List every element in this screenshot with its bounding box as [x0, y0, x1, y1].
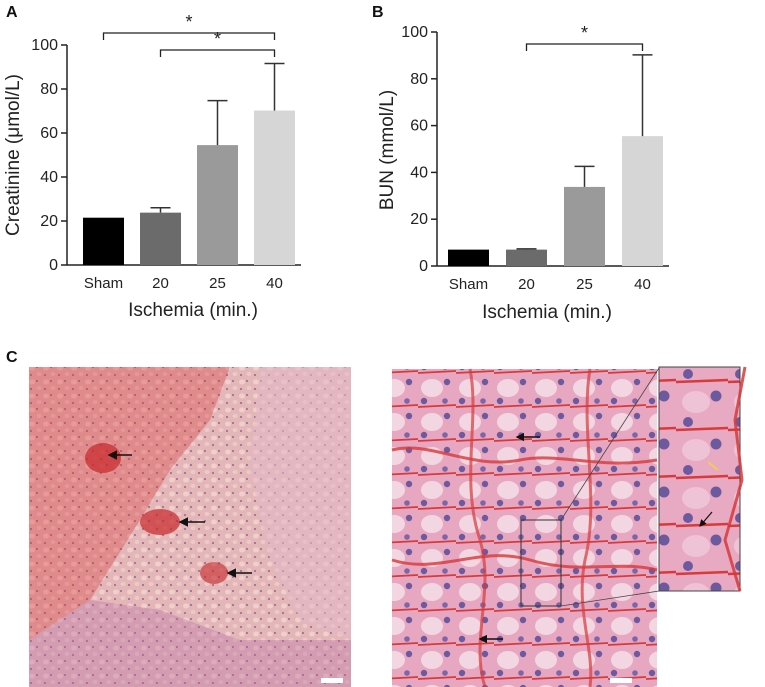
x-tick-label: Sham: [449, 276, 488, 293]
bars: [448, 54, 663, 266]
y-tick-label: 0: [49, 257, 58, 274]
micrograph-low-magnification: [29, 367, 351, 687]
significance-star: *: [185, 12, 192, 32]
y-tick-label: 20: [410, 211, 428, 228]
scale-bar: [321, 678, 343, 683]
y-tick-label: 0: [419, 258, 428, 275]
inset-region-box: [520, 519, 562, 607]
x-axis-title: Ischemia (min.): [128, 300, 258, 321]
bar: [140, 212, 181, 265]
significance-bracket: [102, 32, 276, 40]
x-tick-label: 25: [576, 276, 593, 293]
y-tick-label: 60: [40, 125, 58, 142]
histology-panel: C: [6, 349, 747, 687]
x-tick-label: 20: [152, 275, 169, 292]
arrow-icon: [699, 511, 713, 527]
bar: [564, 186, 605, 266]
y-tick-label: 80: [40, 81, 58, 98]
significance-bracket: [525, 43, 644, 51]
micrograph-inset: [658, 366, 747, 592]
x-tick-labels: Sham 20 25 40: [449, 276, 651, 293]
panel-letter-b: B: [372, 4, 384, 21]
y-axis-title: BUN (mmol/L): [377, 90, 398, 210]
y-tick-label: 60: [410, 118, 428, 135]
significance-star: *: [214, 29, 221, 49]
significance-bracket: [159, 49, 276, 57]
x-tick-label: 25: [209, 275, 226, 292]
y-tick-label: 100: [31, 37, 58, 54]
x-tick-label: 40: [634, 276, 651, 293]
bar: [197, 145, 238, 265]
significance-star: *: [581, 23, 588, 43]
x-tick-label: 20: [518, 276, 535, 293]
y-tick-label: 100: [401, 24, 428, 41]
y-axis-title: Creatinine (μmol/L): [3, 74, 24, 236]
bun-chart: B 0 20 40 60 80 100 * Sham 20 25 40 Ischemia (mi…: [372, 4, 669, 323]
scale-bar: [610, 678, 632, 683]
bar: [83, 217, 124, 265]
bar: [448, 249, 489, 266]
bar: [506, 249, 547, 266]
significance-brackets: *: [525, 23, 644, 51]
arrow-icon: [707, 461, 719, 471]
panel-letter-a: A: [6, 4, 18, 21]
significance-brackets: **: [102, 12, 276, 57]
x-axis-title: Ischemia (min.): [482, 302, 612, 323]
x-tick-label: Sham: [84, 275, 123, 292]
micrograph-high-magnification: [391, 367, 660, 687]
bars: [83, 62, 295, 265]
bar: [254, 110, 295, 265]
bar: [622, 136, 663, 266]
x-tick-label: 40: [266, 275, 283, 292]
y-tick-label: 80: [410, 71, 428, 88]
x-tick-labels: Sham 20 25 40: [84, 275, 283, 292]
y-tick-label: 40: [410, 164, 428, 181]
panel-letter-c: C: [6, 349, 18, 366]
y-tick-label: 40: [40, 169, 58, 186]
y-tick-label: 20: [40, 213, 58, 230]
